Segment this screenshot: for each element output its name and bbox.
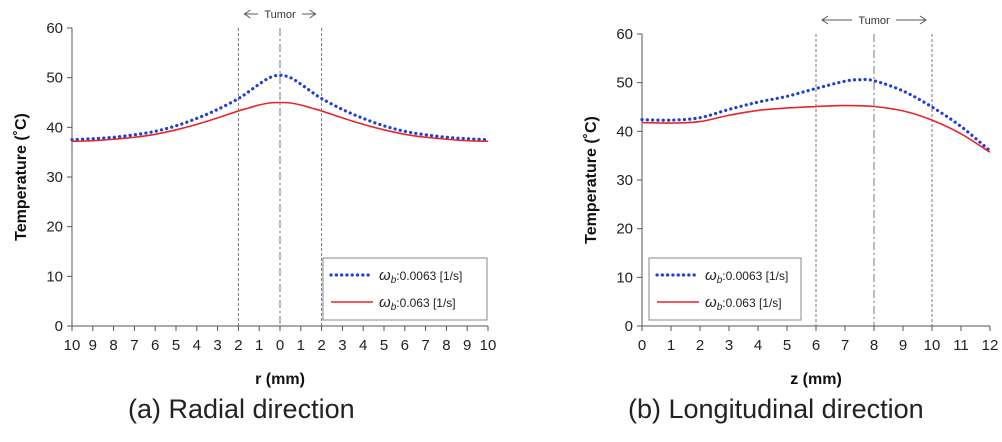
x-tick-label: 1 <box>297 337 305 354</box>
x-tick-label: 4 <box>193 337 201 354</box>
y-tick-label: 60 <box>616 26 633 43</box>
legend-box <box>648 257 802 321</box>
caption-longitudinal: (b) Longitudinal direction <box>628 394 924 424</box>
y-tick-label: 50 <box>616 75 633 92</box>
x-tick-label: 4 <box>754 337 762 354</box>
x-tick-label: 9 <box>89 337 97 354</box>
y-tick-label: 0 <box>55 318 63 335</box>
x-tick-label: 10 <box>924 337 941 354</box>
x-tick-label: 7 <box>841 337 849 354</box>
x-tick-label: 9 <box>463 337 471 354</box>
tumor-arrowhead-right <box>919 15 927 25</box>
x-tick-label: 6 <box>812 337 820 354</box>
x-tick-label: 0 <box>276 337 284 354</box>
legend-label: ωb:0.0063 [1/s] <box>379 267 462 286</box>
y-tick-label: 40 <box>616 123 633 140</box>
series-line-solid <box>71 101 489 143</box>
x-tick-label: 3 <box>338 337 346 354</box>
x-tick-label: 2 <box>696 337 704 354</box>
x-tick-label: 1 <box>667 337 675 354</box>
x-tick-label: 6 <box>401 337 409 354</box>
y-tick-label: 20 <box>616 221 633 238</box>
y-tick-label: 20 <box>46 219 63 236</box>
x-tick-label: 5 <box>380 337 388 354</box>
x-tick-label: 11 <box>953 337 969 354</box>
series-line-solid <box>641 104 991 153</box>
x-axis-label: r (mm) <box>255 371 305 388</box>
x-tick-label: 3 <box>213 337 221 354</box>
x-tick-label: 8 <box>109 337 117 354</box>
x-tick-label: 2 <box>234 337 242 354</box>
y-tick-label: 50 <box>46 70 63 87</box>
x-tick-label: 9 <box>899 337 907 354</box>
x-tick-label: 7 <box>421 337 429 354</box>
x-tick-label: 4 <box>359 337 367 354</box>
x-tick-label: 3 <box>725 337 733 354</box>
y-axis-label: Temperature (˚C) <box>13 113 30 241</box>
tumor-arrowhead-right <box>309 9 317 19</box>
legend-label: ωb:0.063 [1/s] <box>379 294 456 313</box>
y-tick-label: 40 <box>46 119 63 136</box>
x-tick-label: 2 <box>317 337 325 354</box>
x-tick-label: 0 <box>638 337 646 354</box>
y-tick-label: 10 <box>616 269 633 286</box>
tumor-arrowhead-left <box>243 9 251 19</box>
legend-label: ωb:0.0063 [1/s] <box>705 267 788 286</box>
x-tick-label: 12 <box>982 337 999 354</box>
tumor-label: Tumor <box>264 9 296 21</box>
series-line-dotted <box>640 77 992 153</box>
x-tick-label: 8 <box>442 337 450 354</box>
legend-box <box>322 257 488 321</box>
x-tick-label: 1 <box>255 337 263 354</box>
legend-label: ωb:0.063 [1/s] <box>705 294 782 313</box>
series-line-dotted <box>70 73 490 142</box>
x-tick-label: 8 <box>870 337 878 354</box>
y-tick-label: 10 <box>46 268 63 285</box>
x-tick-label: 6 <box>151 337 159 354</box>
y-tick-label: 60 <box>46 20 63 37</box>
x-tick-label: 10 <box>64 337 81 354</box>
x-axis-label: z (mm) <box>790 371 842 388</box>
y-tick-label: 0 <box>625 318 633 335</box>
y-tick-label: 30 <box>616 172 633 189</box>
y-axis-label: Temperature (˚C) <box>583 116 600 244</box>
x-tick-label: 5 <box>172 337 180 354</box>
x-tick-label: 5 <box>783 337 791 354</box>
x-tick-label: 7 <box>130 337 138 354</box>
x-tick-label: 10 <box>480 337 497 354</box>
tumor-label: Tumor <box>858 15 890 27</box>
y-tick-label: 30 <box>46 169 63 186</box>
tumor-arrowhead-left <box>821 15 829 25</box>
caption-radial: (a) Radial direction <box>128 394 355 424</box>
